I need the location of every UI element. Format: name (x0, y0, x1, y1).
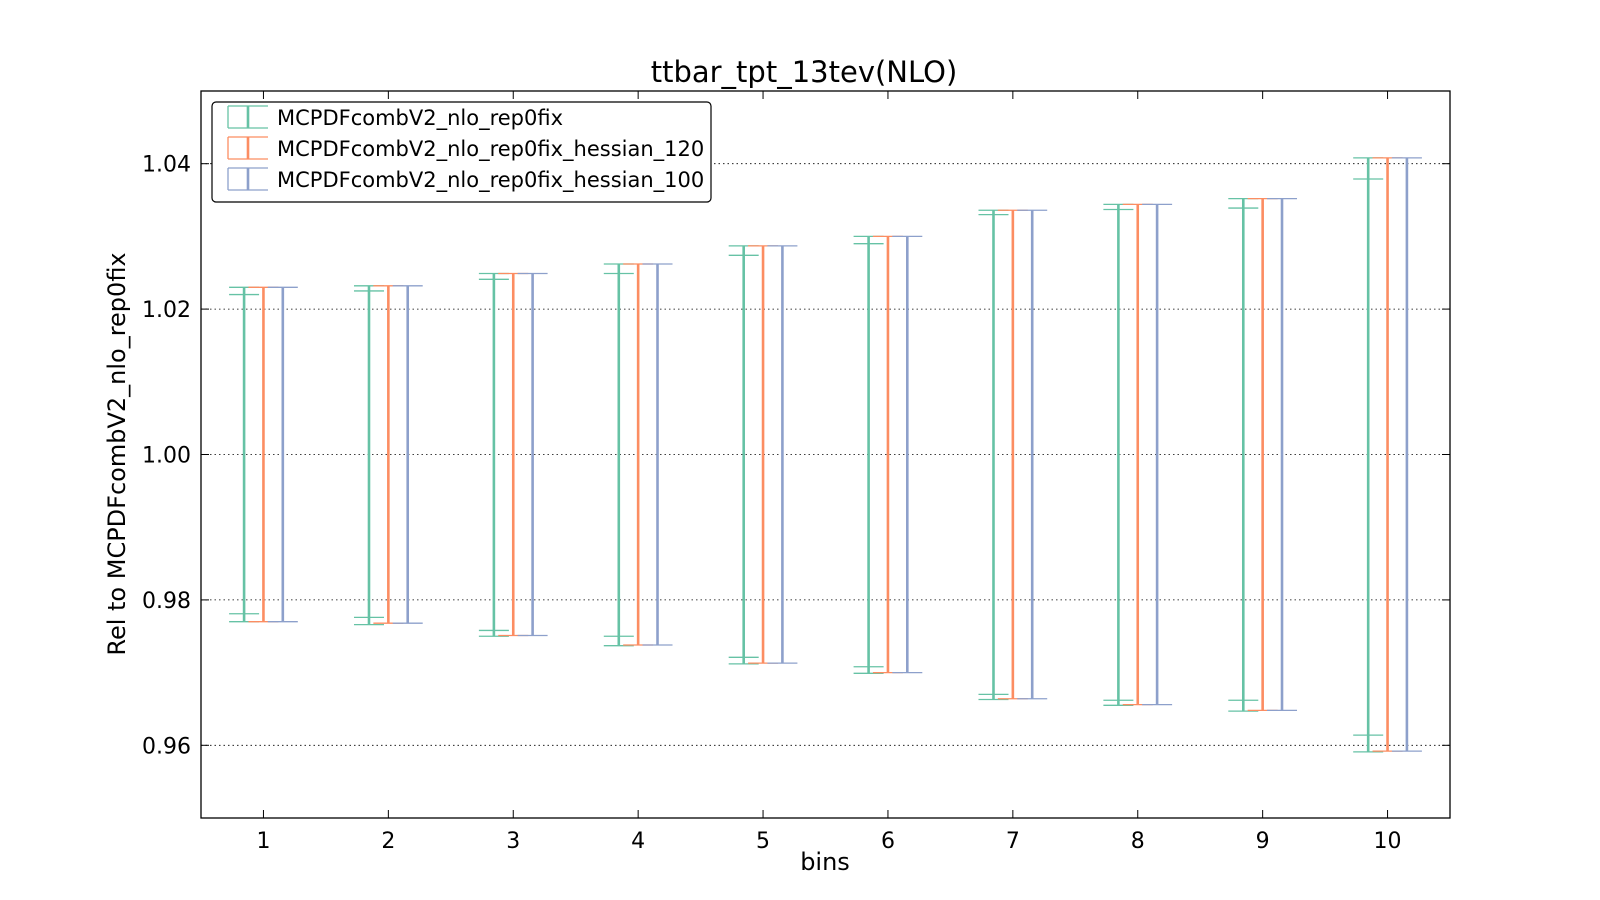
series-3 (267, 157, 1422, 752)
x-tick-label: 3 (506, 829, 520, 854)
legend-label: MCPDFcombV2_nlo_rep0fix_hessian_120 (277, 137, 704, 162)
axis-ticks: 0.96 0.98 1.00 1.02 1.04 1 2 3 4 5 6 7 8 9 10 (142, 91, 1450, 854)
x-tick-label: 6 (881, 829, 895, 854)
chart-title: ttbar_tpt_13tev(NLO) (651, 55, 958, 89)
y-tick-label: 0.98 (142, 589, 191, 614)
legend-label: MCPDFcombV2_nlo_rep0fix (277, 106, 563, 131)
x-tick-label: 5 (756, 829, 770, 854)
y-tick-label: 1.04 (142, 153, 191, 178)
legend-entry: MCPDFcombV2_nlo_rep0fix_hessian_100 (227, 167, 704, 193)
y-tick-label: 0.96 (142, 734, 191, 759)
series-2 (248, 157, 1403, 752)
x-tick-label: 4 (631, 829, 645, 854)
x-tick-label: 1 (256, 829, 270, 854)
x-axis-label: bins (800, 848, 850, 876)
x-tick-label: 2 (381, 829, 395, 854)
legend-frame (211, 101, 712, 203)
error-bars (229, 157, 1422, 753)
grid-lines (201, 163, 1450, 746)
x-tick-label: 10 (1374, 829, 1402, 854)
legend-label: MCPDFcombV2_nlo_rep0fix_hessian_100 (277, 168, 704, 193)
legend-entry: MCPDFcombV2_nlo_rep0fix (227, 105, 563, 131)
y-tick-label: 1.02 (142, 298, 191, 323)
y-tick-label: 1.00 (142, 444, 191, 469)
legend: MCPDFcombV2_nlo_rep0fix MCPDFcombV2_nlo_r… (211, 101, 712, 203)
legend-entry: MCPDFcombV2_nlo_rep0fix_hessian_120 (227, 136, 704, 162)
x-tick-label: 9 (1256, 829, 1270, 854)
series-1 (229, 157, 1384, 753)
y-axis-label: Rel to MCPDFcombV2_nlo_rep0fix (103, 252, 131, 655)
x-tick-label: 7 (1006, 829, 1020, 854)
x-tick-label: 8 (1131, 829, 1145, 854)
